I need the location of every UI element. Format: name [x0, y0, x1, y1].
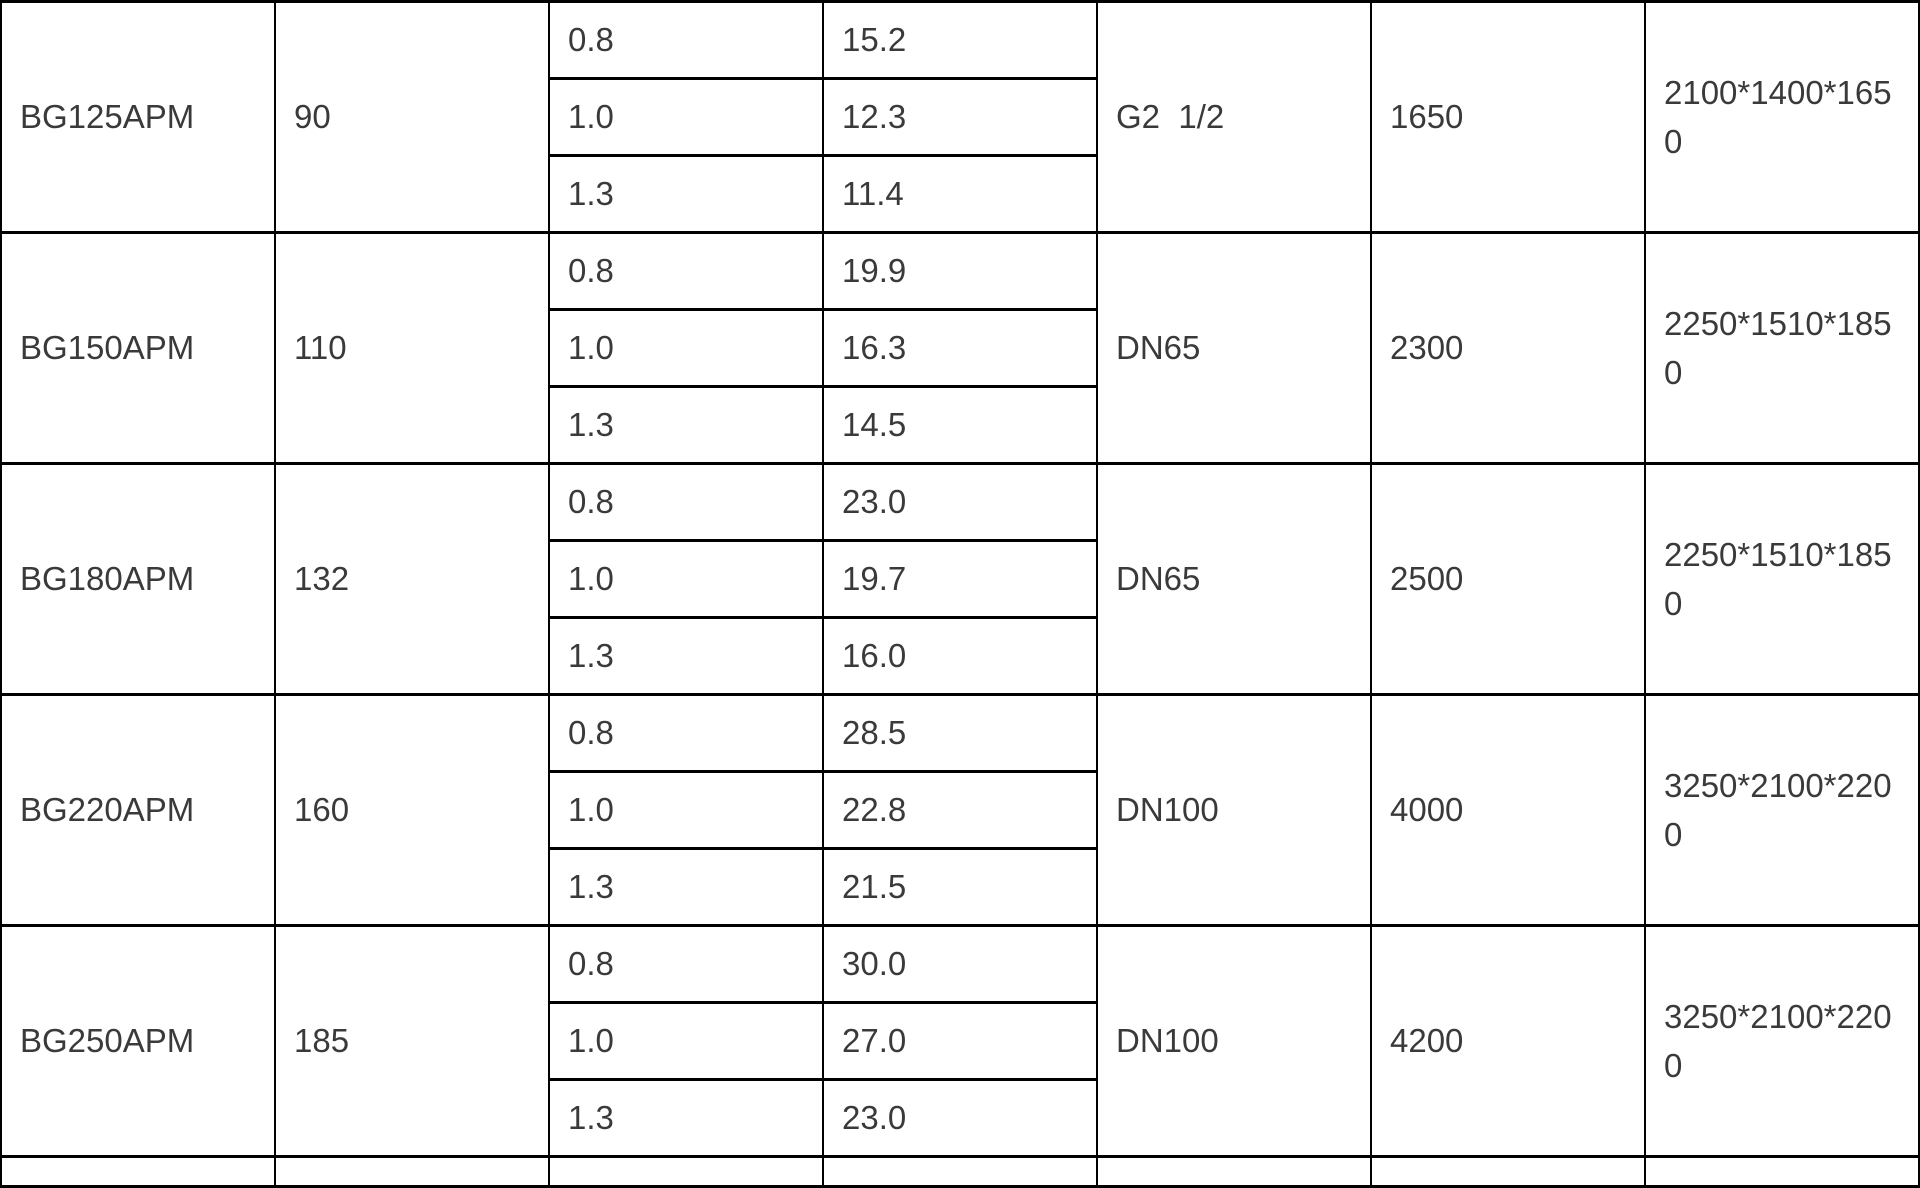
model-cell: BG150APM: [0, 231, 276, 465]
table-row: BG250APM 185 0.8 30.0 DN100 4200 3250*21…: [0, 924, 1920, 1158]
flow-cell: 23.0: [822, 462, 1098, 542]
weight-cell: 2300: [1370, 231, 1646, 465]
flow-cell: 11.4: [822, 154, 1098, 234]
weight-cell: 4200: [1370, 924, 1646, 1158]
empty-cell: [1644, 1155, 1920, 1188]
model-cell: BG180APM: [0, 462, 276, 696]
flow-cell: 14.5: [822, 385, 1098, 465]
table-subrow: 1.0 27.0: [1, 1001, 1919, 1081]
model-cell: BG125APM: [0, 0, 276, 234]
pressure-cell: 0.8: [548, 462, 824, 542]
model-cell: BG250APM: [0, 924, 276, 1158]
pressure-cell: 1.0: [548, 77, 824, 157]
dimensions-cell: 2250*1510*1850: [1644, 462, 1920, 696]
weight-cell: 1650: [1370, 0, 1646, 234]
empty-cell: [1096, 1155, 1372, 1188]
empty-cell: [548, 1155, 824, 1188]
power-cell: 132: [274, 462, 550, 696]
table-subrow: 1.3 14.5: [1, 385, 1919, 465]
flow-cell: 16.0: [822, 616, 1098, 696]
flow-cell: 28.5: [822, 693, 1098, 773]
flow-cell: 22.8: [822, 770, 1098, 850]
weight-cell: 4000: [1370, 693, 1646, 927]
weight-cell: 2500: [1370, 462, 1646, 696]
pressure-cell: 1.3: [548, 847, 824, 927]
table-row: BG180APM 132 0.8 23.0 DN65 2500 2250*151…: [0, 462, 1920, 696]
pressure-cell: 1.3: [548, 385, 824, 465]
pressure-cell: 0.8: [548, 693, 824, 773]
pressure-cell: 1.0: [548, 539, 824, 619]
flow-cell: 19.7: [822, 539, 1098, 619]
empty-cell: [0, 1155, 276, 1188]
connection-cell: DN100: [1096, 924, 1372, 1158]
connection-cell: DN65: [1096, 462, 1372, 696]
pressure-cell: 1.0: [548, 308, 824, 388]
connection-cell: DN100: [1096, 693, 1372, 927]
empty-cell: [822, 1155, 1098, 1188]
dimensions-cell: 2250*1510*1850: [1644, 231, 1920, 465]
table-subrow: 1.3 16.0: [1, 616, 1919, 696]
pressure-cell: 1.0: [548, 1001, 824, 1081]
pressure-cell: 0.8: [548, 231, 824, 311]
table-subrow: 1.0 22.8: [1, 770, 1919, 850]
model-cell: BG220APM: [0, 693, 276, 927]
flow-cell: 16.3: [822, 308, 1098, 388]
flow-cell: 27.0: [822, 1001, 1098, 1081]
flow-cell: 30.0: [822, 924, 1098, 1004]
power-cell: 110: [274, 231, 550, 465]
pressure-cell: 0.8: [548, 924, 824, 1004]
pressure-cell: 1.3: [548, 616, 824, 696]
power-cell: 160: [274, 693, 550, 927]
flow-cell: 19.9: [822, 231, 1098, 311]
pressure-cell: 1.3: [548, 1078, 824, 1158]
connection-cell: G2 1/2: [1096, 0, 1372, 234]
table-row: BG125APM 90 0.8 15.2 G2 1/2 1650 2100*14…: [0, 0, 1920, 234]
power-cell: 185: [274, 924, 550, 1158]
dimensions-cell: 3250*2100*2200: [1644, 693, 1920, 927]
pressure-cell: 0.8: [548, 0, 824, 80]
empty-cell: [274, 1155, 550, 1188]
table-subrow: 1.0 12.3: [1, 77, 1919, 157]
pressure-cell: 1.3: [548, 154, 824, 234]
table-subrow: 1.3 23.0: [1, 1078, 1919, 1158]
table-row: BG220APM 160 0.8 28.5 DN100 4000 3250*21…: [0, 693, 1920, 927]
dimensions-cell: 3250*2100*2200: [1644, 924, 1920, 1158]
table-subrow: 1.0 16.3: [1, 308, 1919, 388]
dimensions-cell: 2100*1400*1650: [1644, 0, 1920, 234]
flow-cell: 21.5: [822, 847, 1098, 927]
flow-cell: 23.0: [822, 1078, 1098, 1158]
table-subrow: 1.3 11.4: [1, 154, 1919, 234]
table-subrow: 1.3 21.5: [1, 847, 1919, 927]
power-cell: 90: [274, 0, 550, 234]
table-row: BG150APM 110 0.8 19.9 DN65 2300 2250*151…: [0, 231, 1920, 465]
flow-cell: 15.2: [822, 0, 1098, 80]
connection-cell: DN65: [1096, 231, 1372, 465]
empty-cell: [1370, 1155, 1646, 1188]
table-row-clipped: [0, 1155, 1920, 1188]
table-subrow: 1.0 19.7: [1, 539, 1919, 619]
flow-cell: 12.3: [822, 77, 1098, 157]
pressure-cell: 1.0: [548, 770, 824, 850]
